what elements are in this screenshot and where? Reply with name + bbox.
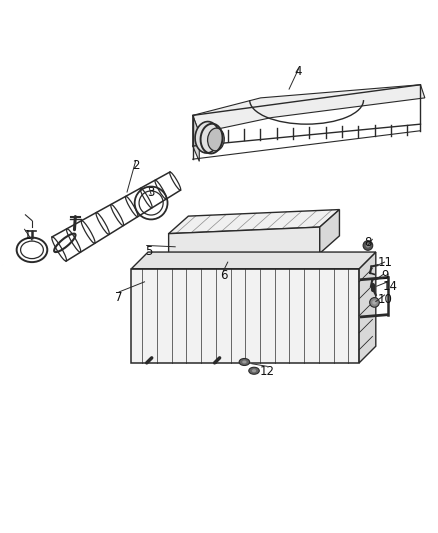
Text: 11: 11 [378,256,393,269]
Text: 12: 12 [260,365,275,378]
Text: 8: 8 [364,236,371,249]
Ellipse shape [366,243,370,248]
Ellipse shape [242,360,247,364]
Text: 3: 3 [148,185,155,198]
Text: 2: 2 [132,159,140,172]
Polygon shape [131,269,359,363]
Polygon shape [193,115,199,161]
Text: 7: 7 [114,290,122,304]
Ellipse shape [252,369,256,372]
Ellipse shape [195,122,219,153]
Text: 6: 6 [219,269,227,282]
Text: 9: 9 [381,269,389,282]
Ellipse shape [239,359,250,366]
Polygon shape [169,209,339,233]
Polygon shape [193,85,425,133]
Ellipse shape [363,241,373,251]
Text: 5: 5 [145,245,152,257]
Polygon shape [169,253,320,266]
Ellipse shape [372,300,377,304]
Text: 10: 10 [378,293,393,306]
Polygon shape [320,209,339,253]
Polygon shape [131,252,376,269]
Text: 14: 14 [382,280,397,293]
Text: 4: 4 [294,65,302,78]
Polygon shape [359,252,376,363]
Polygon shape [169,227,320,260]
Ellipse shape [208,128,224,151]
Text: 1: 1 [23,229,31,243]
Ellipse shape [370,297,379,307]
Ellipse shape [249,367,259,374]
